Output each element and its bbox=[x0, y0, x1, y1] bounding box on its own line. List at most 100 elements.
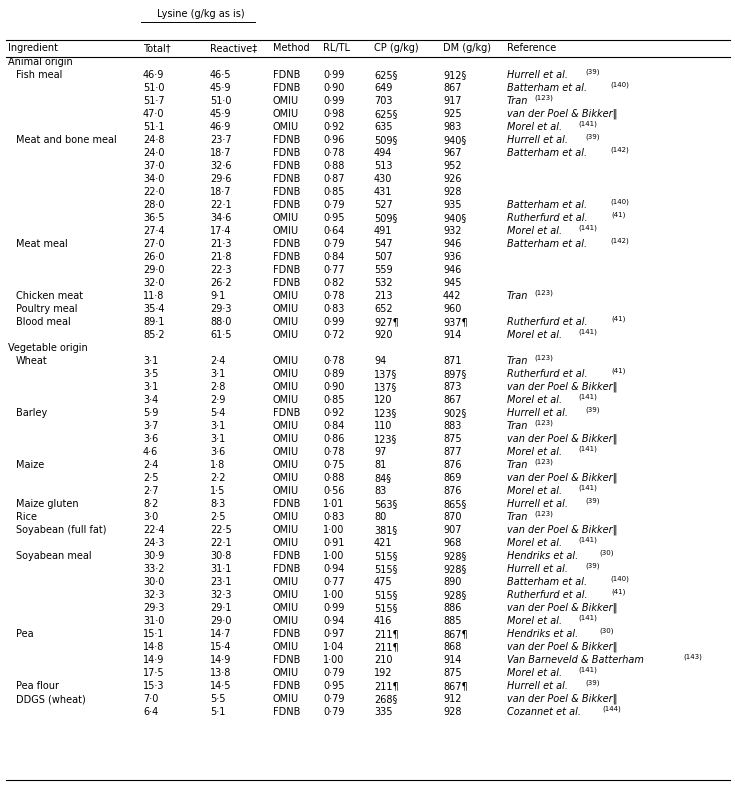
Text: Wheat: Wheat bbox=[16, 356, 48, 366]
Text: 940§: 940§ bbox=[443, 135, 466, 145]
Text: 213: 213 bbox=[374, 291, 392, 301]
Text: 31·1: 31·1 bbox=[210, 564, 232, 574]
Text: (141): (141) bbox=[578, 445, 597, 452]
Text: 928§: 928§ bbox=[443, 564, 467, 574]
Text: 123§: 123§ bbox=[374, 434, 398, 444]
Text: Reference: Reference bbox=[507, 43, 556, 53]
Text: FDNB: FDNB bbox=[273, 551, 301, 561]
Text: 22·1: 22·1 bbox=[210, 538, 232, 548]
Text: DM (g/kg): DM (g/kg) bbox=[443, 43, 491, 53]
Text: 28·0: 28·0 bbox=[143, 200, 165, 210]
Text: 2·4: 2·4 bbox=[143, 460, 158, 470]
Text: 649: 649 bbox=[374, 83, 392, 93]
Text: Morel et al.: Morel et al. bbox=[507, 668, 562, 678]
Text: 45·9: 45·9 bbox=[210, 109, 232, 119]
Text: OMIU: OMIU bbox=[273, 460, 299, 470]
Text: 81: 81 bbox=[374, 460, 387, 470]
Text: 21·8: 21·8 bbox=[210, 252, 232, 262]
Text: van der Poel & Bikker‖: van der Poel & Bikker‖ bbox=[507, 382, 617, 392]
Text: 14·9: 14·9 bbox=[143, 655, 165, 665]
Text: 335: 335 bbox=[374, 707, 392, 717]
Text: 547: 547 bbox=[374, 239, 392, 249]
Text: (141): (141) bbox=[578, 615, 597, 621]
Text: (141): (141) bbox=[578, 120, 597, 127]
Text: Fish meal: Fish meal bbox=[16, 70, 62, 80]
Text: Animal origin: Animal origin bbox=[8, 57, 73, 67]
Text: 912§: 912§ bbox=[443, 70, 467, 80]
Text: (140): (140) bbox=[610, 81, 629, 88]
Text: Tran: Tran bbox=[507, 96, 528, 106]
Text: (141): (141) bbox=[578, 666, 597, 673]
Text: (141): (141) bbox=[578, 328, 597, 335]
Text: 917: 917 bbox=[443, 96, 462, 106]
Text: 14·9: 14·9 bbox=[210, 655, 232, 665]
Text: 29·0: 29·0 bbox=[210, 616, 232, 626]
Text: Lysine (g/kg as is): Lysine (g/kg as is) bbox=[157, 9, 244, 19]
Text: 83: 83 bbox=[374, 486, 387, 496]
Text: OMIU: OMIU bbox=[273, 694, 299, 704]
Text: 0·78: 0·78 bbox=[323, 447, 345, 457]
Text: 0·98: 0·98 bbox=[323, 109, 345, 119]
Text: 703: 703 bbox=[374, 96, 392, 106]
Text: 875: 875 bbox=[443, 668, 462, 678]
Text: 875: 875 bbox=[443, 434, 462, 444]
Text: Meat and bone meal: Meat and bone meal bbox=[16, 135, 117, 145]
Text: 381§: 381§ bbox=[374, 525, 397, 535]
Text: 0·90: 0·90 bbox=[323, 83, 345, 93]
Text: Morel et al.: Morel et al. bbox=[507, 616, 562, 626]
Text: 51·7: 51·7 bbox=[143, 96, 165, 106]
Text: 14·7: 14·7 bbox=[210, 629, 232, 639]
Text: FDNB: FDNB bbox=[273, 239, 301, 249]
Text: 14·5: 14·5 bbox=[210, 681, 232, 691]
Text: FDNB: FDNB bbox=[273, 187, 301, 197]
Text: Rutherfurd et al.: Rutherfurd et al. bbox=[507, 369, 587, 379]
Text: FDNB: FDNB bbox=[273, 174, 301, 184]
Text: FDNB: FDNB bbox=[273, 265, 301, 275]
Text: (39): (39) bbox=[586, 407, 600, 413]
Text: 0·94: 0·94 bbox=[323, 616, 345, 626]
Text: 29·0: 29·0 bbox=[143, 265, 165, 275]
Text: 967: 967 bbox=[443, 148, 462, 158]
Text: 1·00: 1·00 bbox=[323, 590, 345, 600]
Text: 211¶: 211¶ bbox=[374, 629, 398, 639]
Text: 0·56: 0·56 bbox=[323, 486, 345, 496]
Text: 0·77: 0·77 bbox=[323, 265, 345, 275]
Text: 926: 926 bbox=[443, 174, 462, 184]
Text: 0·79: 0·79 bbox=[323, 668, 345, 678]
Text: 192: 192 bbox=[374, 668, 392, 678]
Text: Morel et al.: Morel et al. bbox=[507, 122, 562, 132]
Text: Maize: Maize bbox=[16, 460, 44, 470]
Text: OMIU: OMIU bbox=[273, 317, 299, 327]
Text: OMIU: OMIU bbox=[273, 96, 299, 106]
Text: Van Barneveld & Batterham: Van Barneveld & Batterham bbox=[507, 655, 644, 665]
Text: OMIU: OMIU bbox=[273, 590, 299, 600]
Text: 3·6: 3·6 bbox=[143, 434, 158, 444]
Text: 952: 952 bbox=[443, 161, 462, 171]
Text: OMIU: OMIU bbox=[273, 213, 299, 223]
Text: OMIU: OMIU bbox=[273, 642, 299, 652]
Text: 32·0: 32·0 bbox=[143, 278, 165, 288]
Text: Rutherfurd et al.: Rutherfurd et al. bbox=[507, 213, 587, 223]
Text: 865§: 865§ bbox=[443, 499, 467, 509]
Text: 24·8: 24·8 bbox=[143, 135, 165, 145]
Text: 3·0: 3·0 bbox=[143, 512, 158, 522]
Text: 940§: 940§ bbox=[443, 213, 466, 223]
Text: 29·6: 29·6 bbox=[210, 174, 232, 184]
Text: 867¶: 867¶ bbox=[443, 629, 467, 639]
Text: 876: 876 bbox=[443, 486, 462, 496]
Text: OMIU: OMIU bbox=[273, 226, 299, 236]
Text: FDNB: FDNB bbox=[273, 629, 301, 639]
Text: 17·4: 17·4 bbox=[210, 226, 232, 236]
Text: FDNB: FDNB bbox=[273, 148, 301, 158]
Text: 0·86: 0·86 bbox=[323, 434, 345, 444]
Text: 1·5: 1·5 bbox=[210, 486, 226, 496]
Text: 945: 945 bbox=[443, 278, 462, 288]
Text: 870: 870 bbox=[443, 512, 462, 522]
Text: Blood meal: Blood meal bbox=[16, 317, 71, 327]
Text: 937¶: 937¶ bbox=[443, 317, 467, 327]
Text: (30): (30) bbox=[599, 549, 614, 556]
Text: 3·6: 3·6 bbox=[210, 447, 225, 457]
Text: 27·0: 27·0 bbox=[143, 239, 165, 249]
Text: 2·8: 2·8 bbox=[210, 382, 226, 392]
Text: OMIU: OMIU bbox=[273, 122, 299, 132]
